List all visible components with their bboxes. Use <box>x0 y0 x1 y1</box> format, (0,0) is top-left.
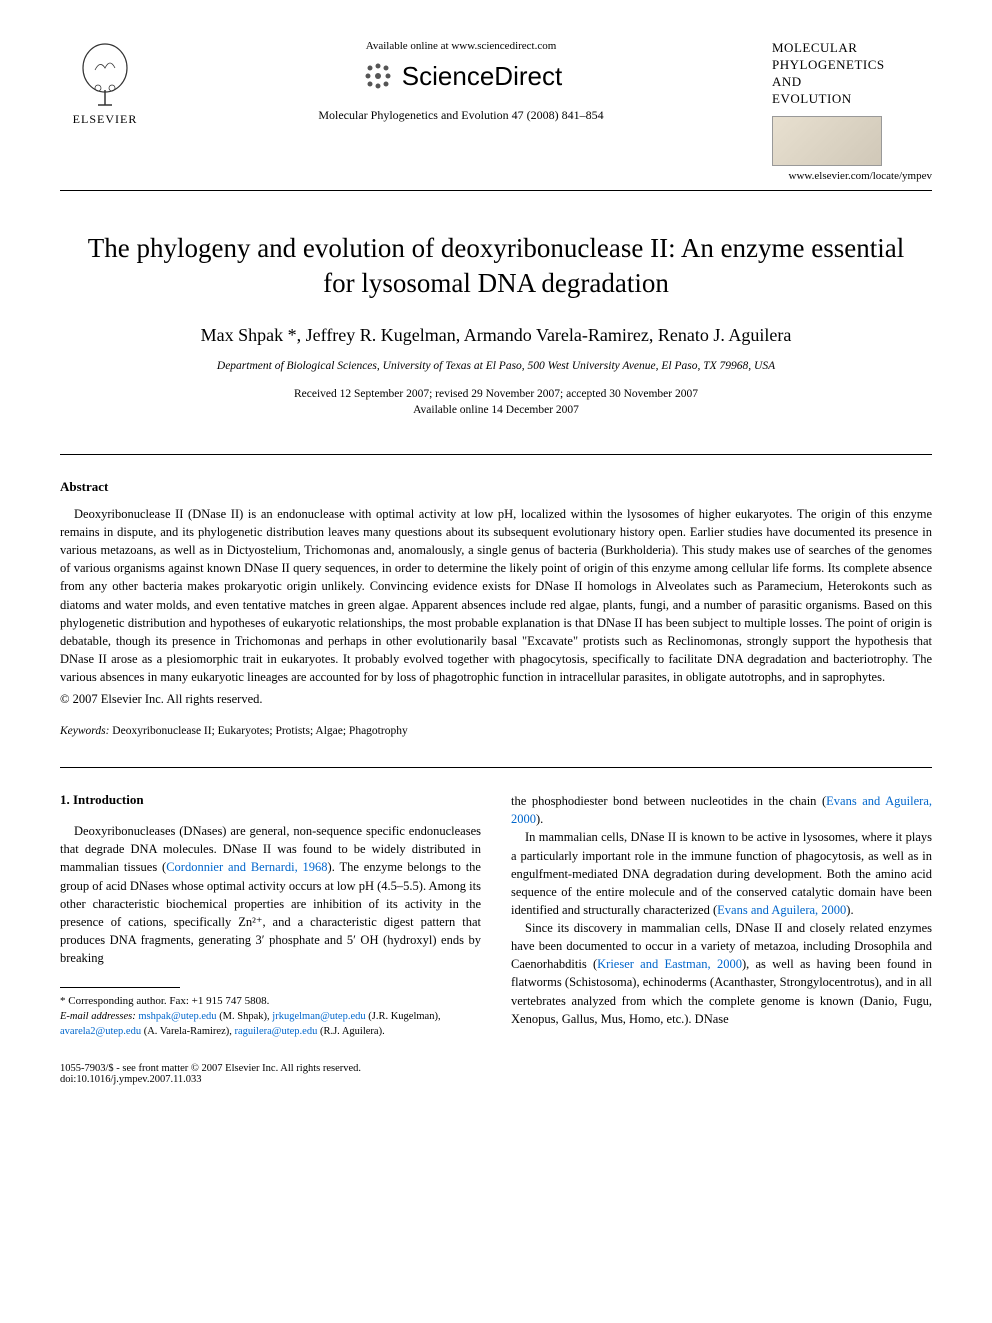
journal-url: www.elsevier.com/locate/ympev <box>772 170 932 182</box>
journal-reference: Molecular Phylogenetics and Evolution 47… <box>170 108 752 123</box>
copyright-line: © 2007 Elsevier Inc. All rights reserved… <box>60 692 932 707</box>
citation-link[interactable]: Krieser and Eastman, 2000 <box>597 957 742 971</box>
sciencedirect-text: ScienceDirect <box>402 61 562 92</box>
corresponding-author-footnote: * Corresponding author. Fax: +1 915 747 … <box>60 994 481 1010</box>
journal-title-line: MOLECULAR <box>772 40 932 57</box>
header-divider <box>60 190 932 191</box>
intro-paragraph-3: Since its discovery in mammalian cells, … <box>511 919 932 1028</box>
col2-top-a: the phosphodiester bond between nucleoti… <box>511 794 826 808</box>
email-link[interactable]: jrkugelman@utep.edu <box>272 1011 365 1022</box>
email-name: (J.R. Kugelman), <box>366 1011 441 1022</box>
keywords-line: Keywords: Deoxyribonuclease II; Eukaryot… <box>60 725 932 737</box>
right-column: the phosphodiester bond between nucleoti… <box>511 792 932 1085</box>
journal-title-line: AND <box>772 74 932 91</box>
center-header: Available online at www.sciencedirect.co… <box>150 40 772 123</box>
journal-title-line: PHYLOGENETICS <box>772 57 932 74</box>
affiliation-line: Department of Biological Sciences, Unive… <box>60 360 932 372</box>
dates-online: Available online 14 December 2007 <box>60 402 932 418</box>
email-name: (M. Shpak), <box>217 1011 273 1022</box>
email-link[interactable]: avarela2@utep.edu <box>60 1026 141 1037</box>
email-link[interactable]: mshpak@utep.edu <box>138 1011 216 1022</box>
journal-title-box: MOLECULAR PHYLOGENETICS AND EVOLUTION ww… <box>772 40 932 182</box>
keywords-text: Deoxyribonuclease II; Eukaryotes; Protis… <box>109 725 407 737</box>
citation-link[interactable]: Cordonnier and Bernardi, 1968 <box>166 860 327 874</box>
introduction-heading: 1. Introduction <box>60 792 481 808</box>
abstract-heading: Abstract <box>60 479 932 495</box>
dates-block: Received 12 September 2007; revised 29 N… <box>60 386 932 418</box>
authors-line: Max Shpak *, Jeffrey R. Kugelman, Armand… <box>60 325 932 346</box>
intro-p1-text-b: ). The enzyme belongs to the group of ac… <box>60 860 481 965</box>
email-footnote: E-mail addresses: mshpak@utep.edu (M. Sh… <box>60 1010 481 1039</box>
citation-link[interactable]: Evans and Aguilera, 2000 <box>717 903 846 917</box>
abstract-text: Deoxyribonuclease II (DNase II) is an en… <box>60 505 932 686</box>
corresponding-text: * Corresponding author. Fax: +1 915 747 … <box>60 995 269 1007</box>
journal-cover-thumbnail <box>772 116 882 166</box>
header-row: ELSEVIER Available online at www.science… <box>60 40 932 182</box>
elsevier-logo: ELSEVIER <box>60 40 150 127</box>
intro-paragraph-1: Deoxyribonucleases (DNases) are general,… <box>60 822 481 967</box>
doi-line: doi:10.1016/j.ympev.2007.11.033 <box>60 1074 481 1085</box>
col2-top-b: ). <box>536 812 543 826</box>
footnote-divider <box>60 987 180 988</box>
issn-line: 1055-7903/$ - see front matter © 2007 El… <box>60 1063 481 1074</box>
sciencedirect-logo: ScienceDirect <box>170 58 752 94</box>
elsevier-tree-icon <box>70 40 140 110</box>
abstract-bottom-divider <box>60 767 932 768</box>
article-title: The phylogeny and evolution of deoxyribo… <box>60 231 932 301</box>
elsevier-label: ELSEVIER <box>73 112 138 127</box>
email-name: (R.J. Aguilera). <box>317 1026 384 1037</box>
footer-block: 1055-7903/$ - see front matter © 2007 El… <box>60 1063 481 1085</box>
email-name: (A. Varela-Ramirez), <box>141 1026 234 1037</box>
intro-p2-b: ). <box>846 903 853 917</box>
col2-continuation: the phosphodiester bond between nucleoti… <box>511 792 932 828</box>
left-column: 1. Introduction Deoxyribonucleases (DNas… <box>60 792 481 1085</box>
journal-title-line: EVOLUTION <box>772 91 932 108</box>
abstract-top-divider <box>60 454 932 455</box>
email-link[interactable]: raguilera@utep.edu <box>234 1026 317 1037</box>
dates-received: Received 12 September 2007; revised 29 N… <box>60 386 932 402</box>
keywords-label: Keywords: <box>60 725 109 737</box>
available-online-text: Available online at www.sciencedirect.co… <box>170 40 752 52</box>
two-column-body: 1. Introduction Deoxyribonucleases (DNas… <box>60 792 932 1085</box>
intro-paragraph-2: In mammalian cells, DNase II is known to… <box>511 828 932 919</box>
email-label: E-mail addresses: <box>60 1011 136 1022</box>
sciencedirect-dots-icon <box>360 58 396 94</box>
